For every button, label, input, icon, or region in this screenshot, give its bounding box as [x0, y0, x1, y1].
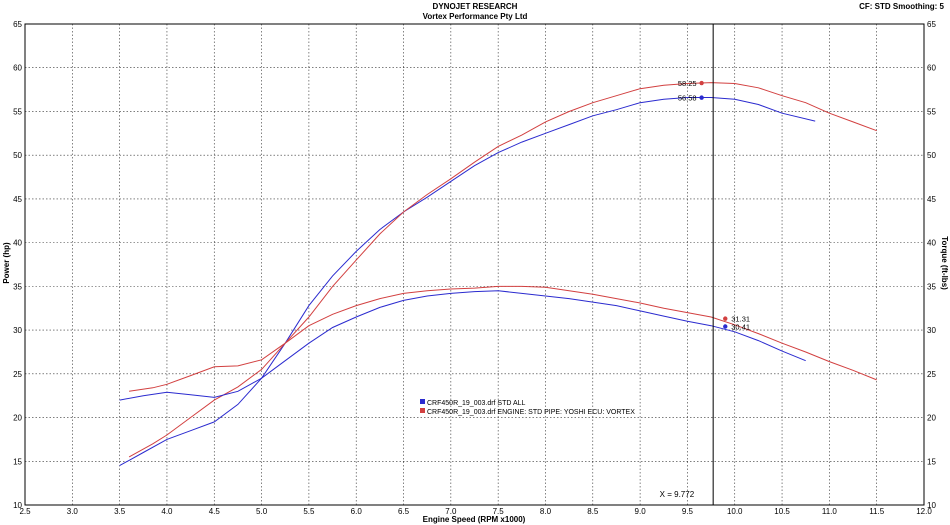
legend-entry-blue: CRF450R_19_003.drf STD ALL: [427, 400, 526, 407]
y-tick-label-right: 40: [927, 239, 936, 248]
x-tick-label: 9.5: [682, 507, 694, 516]
x-tick-label: 9.0: [635, 507, 647, 516]
x-tick-label: 10.0: [727, 507, 743, 516]
y-tick-label-right: 35: [927, 282, 936, 291]
legend-swatch-red: [420, 408, 425, 413]
y-tick-label-right: 45: [927, 195, 936, 204]
y-tick-label-left: 10: [13, 501, 22, 510]
y-tick-label-right: 60: [927, 64, 936, 73]
x-tick-label: 8.5: [587, 507, 599, 516]
marker-dot-red_power: [699, 80, 704, 86]
marker-label-red_torque: 31.31: [731, 315, 750, 324]
series-line-blue_torque: [119, 290, 806, 401]
grid: [24, 23, 925, 506]
x-tick-label: 3.0: [67, 507, 79, 516]
x-tick-label: 6.5: [398, 507, 410, 516]
series-lines: [119, 82, 877, 467]
plot-frame: [24, 23, 925, 506]
y-tick-label-right: 15: [927, 457, 936, 466]
x-axis-label: Engine Speed (RPM x1000): [423, 515, 526, 524]
y-tick-label-left: 40: [13, 239, 22, 248]
x-tick-label: 6.0: [351, 507, 363, 516]
marker-dot-blue_torque: [723, 324, 728, 329]
cursor-label: X = 9.772: [660, 490, 695, 499]
x-tick-label: 5.0: [256, 507, 268, 516]
marker-label-blue_power: 56.58: [678, 94, 697, 103]
x-tick-label: 8.0: [540, 507, 552, 516]
series-line-red_power: [128, 82, 877, 458]
x-tick-label: 7.0: [445, 507, 457, 516]
marker-label-blue_torque: 30.41: [731, 323, 750, 332]
y-tick-label-right: 25: [927, 370, 936, 379]
series-line-red_torque: [129, 285, 877, 392]
y-tick-label-right: 20: [927, 414, 936, 423]
x-tick-label: 4.5: [209, 507, 221, 516]
y-tick-label-left: 30: [13, 326, 22, 335]
x-tick-label: 7.5: [493, 507, 505, 516]
y-tick-label-left: 25: [13, 370, 22, 379]
y-tick-label-right: 65: [927, 20, 936, 29]
y-tick-label-left: 15: [13, 457, 22, 466]
x-tick-label: 11.5: [869, 507, 885, 516]
marker-label-red_power: 58.25: [678, 79, 697, 88]
y-tick-label-right: 10: [927, 501, 936, 510]
x-tick-label: 11.0: [822, 507, 838, 516]
report-title: DYNOJET RESEARCH: [432, 2, 518, 11]
x-tick-label: 10.5: [774, 507, 790, 516]
legend-swatch-blue: [420, 399, 425, 404]
axes: 2.5 3.0 3.5 4.0 4.5 5.0 5.5 6.0 6.5 7.0 7.5 8.0 8.5 9…: [13, 20, 936, 516]
x-tick-label: 5.5: [303, 507, 315, 516]
y-axis-label-right: Torque (ft-lbs): [940, 236, 949, 290]
y-tick-label-right: 55: [927, 107, 936, 116]
legend: CRF450R_19_003.drf STD ALL CRF450R_19_00…: [420, 399, 635, 416]
y-tick-label-left: 50: [13, 151, 22, 160]
settings-readout: CF: STD Smoothing: 5: [859, 2, 944, 11]
y-tick-label-right: 50: [927, 151, 936, 160]
y-tick-label-right: 30: [927, 326, 936, 335]
x-tick-label: 3.5: [114, 507, 126, 516]
x-tick-label: 4.0: [161, 507, 173, 516]
report-subtitle: Vortex Performance Pty Ltd: [422, 12, 528, 21]
series-line-blue_power: [119, 97, 816, 467]
y-axis-label-left: Power (hp): [2, 242, 11, 284]
y-tick-label-left: 35: [13, 282, 22, 291]
y-tick-label-left: 55: [13, 107, 22, 116]
y-tick-label-left: 60: [13, 64, 22, 73]
legend-entry-red: CRF450R_19_003.drf ENGINE: STD PIPE: YOS…: [427, 409, 635, 416]
x-tick-label: 2.5: [19, 507, 31, 516]
y-tick-label-left: 20: [13, 414, 22, 423]
y-tick-label-left: 45: [13, 195, 22, 204]
marker-dot-blue_power: [699, 95, 704, 100]
y-tick-label-left: 65: [13, 20, 22, 29]
x-tick-label: 12.0: [916, 507, 932, 516]
marker-dot-red_torque: [723, 316, 728, 321]
